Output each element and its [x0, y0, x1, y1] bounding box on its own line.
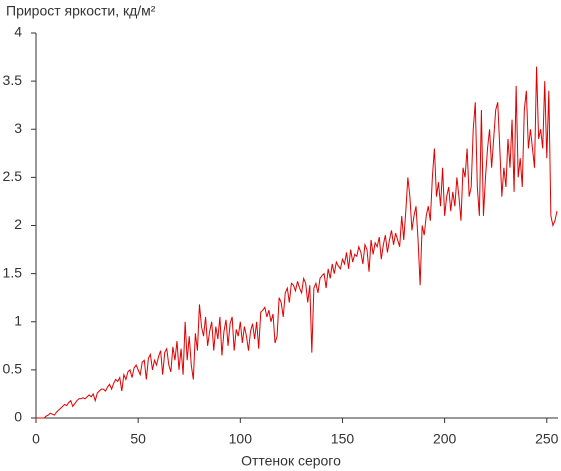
x-tick-label: 200 [433, 431, 457, 447]
x-tick-label: 0 [32, 431, 40, 447]
x-tick-label: 100 [229, 431, 253, 447]
y-tick-label: 3 [14, 120, 22, 136]
y-tick-label: 2 [14, 216, 22, 232]
chart-title: Прирост яркости, кд/м² [6, 3, 156, 19]
y-tick-label: 1.5 [3, 264, 23, 280]
y-tick-label: 0.5 [3, 361, 23, 377]
y-tick-label: 2.5 [3, 168, 23, 184]
y-tick-label: 4 [14, 24, 22, 40]
data-line [36, 66, 558, 419]
x-axis-label: Оттенок серого [241, 453, 341, 469]
x-tick-label: 150 [331, 431, 355, 447]
y-tick-label: 0 [14, 409, 22, 425]
x-tick-label: 50 [130, 431, 146, 447]
y-tick-label: 3.5 [3, 72, 23, 88]
y-tick-label: 1 [14, 312, 22, 328]
x-tick-label: 250 [535, 431, 559, 447]
